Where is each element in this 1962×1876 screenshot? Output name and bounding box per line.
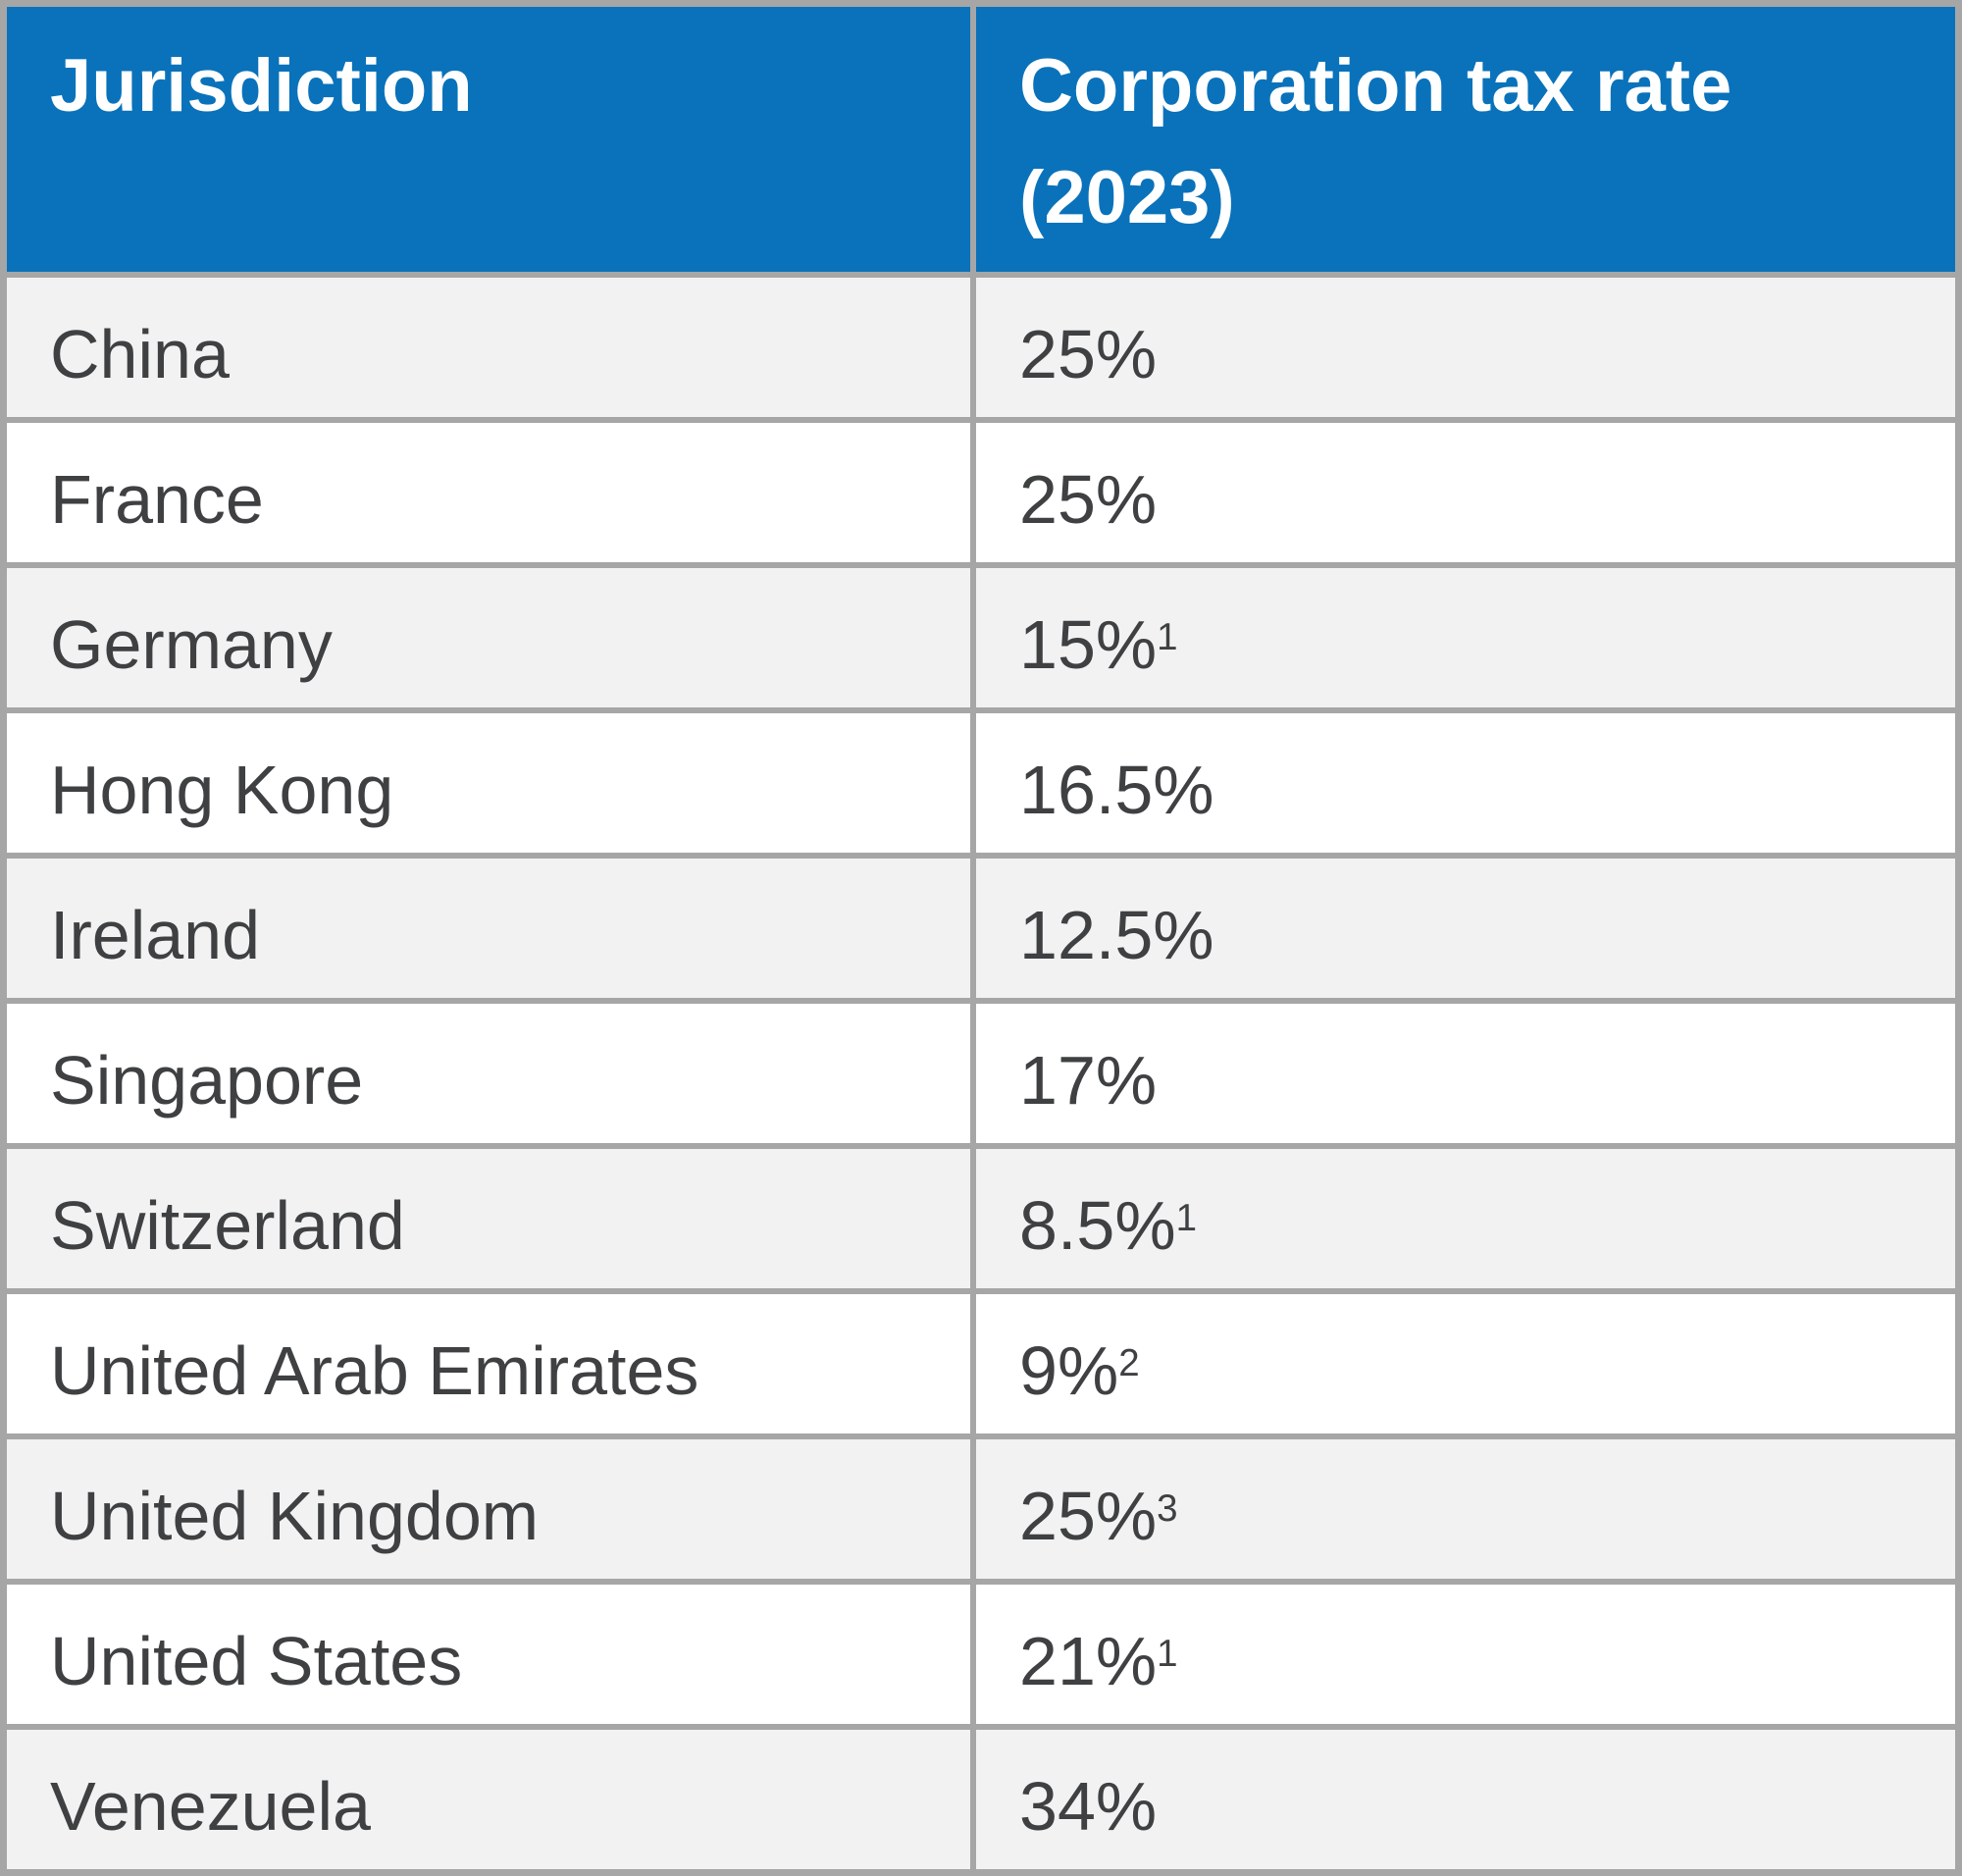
rate-value: 17% bbox=[1019, 1042, 1158, 1119]
table-header: Jurisdiction Corporation tax rate (2023) bbox=[0, 0, 1962, 278]
rate-footnote-marker: 1 bbox=[1175, 1196, 1197, 1239]
rate-value: 16.5% bbox=[1019, 752, 1214, 828]
rate-cell: 15%1 bbox=[970, 562, 1962, 713]
table-row: United Arab Emirates 9%2 bbox=[0, 1288, 1962, 1439]
jurisdiction-label: Hong Kong bbox=[50, 752, 394, 828]
table-row: Venezuela 34% bbox=[0, 1724, 1962, 1875]
table-row: Ireland 12.5% bbox=[0, 853, 1962, 1004]
rate-cell: 25% bbox=[970, 272, 1962, 423]
rate-value: 25% bbox=[1019, 461, 1158, 538]
rate-value: 34% bbox=[1019, 1767, 1158, 1845]
jurisdiction-label: United States bbox=[50, 1623, 463, 1699]
jurisdiction-cell: Switzerland bbox=[0, 1143, 977, 1294]
column-header-rate: Corporation tax rate (2023) bbox=[970, 0, 1962, 278]
jurisdiction-cell: Singapore bbox=[0, 998, 977, 1149]
rate-footnote-marker: 1 bbox=[1157, 615, 1178, 658]
rate-cell: 8.5%1 bbox=[970, 1143, 1962, 1294]
jurisdiction-label: Ireland bbox=[50, 897, 261, 973]
jurisdiction-label: China bbox=[50, 316, 230, 392]
jurisdiction-header-label: Jurisdiction bbox=[50, 44, 473, 128]
jurisdiction-cell: United Kingdom bbox=[0, 1433, 977, 1585]
table-row: Hong Kong 16.5% bbox=[0, 707, 1962, 859]
rate-cell: 9%2 bbox=[970, 1288, 1962, 1439]
table-row: France 25% bbox=[0, 417, 1962, 568]
rate-footnote-marker: 3 bbox=[1157, 1486, 1178, 1530]
jurisdiction-cell: Germany bbox=[0, 562, 977, 713]
rate-value: 12.5% bbox=[1019, 897, 1214, 973]
jurisdiction-label: United Arab Emirates bbox=[50, 1332, 699, 1409]
rate-cell: 16.5% bbox=[970, 707, 1962, 859]
rate-value: 21% bbox=[1019, 1623, 1158, 1699]
jurisdiction-cell: France bbox=[0, 417, 977, 568]
rate-value: 9% bbox=[1019, 1332, 1119, 1409]
table-body: China 25% France 25% Germany 15%1 Hong K… bbox=[0, 272, 1962, 1875]
header-row: Jurisdiction Corporation tax rate (2023) bbox=[0, 0, 1962, 278]
rate-header-label-line2: (2023) bbox=[1019, 156, 1235, 239]
rate-value: 15% bbox=[1019, 606, 1158, 683]
jurisdiction-cell: Ireland bbox=[0, 853, 977, 1004]
table-row: Switzerland 8.5%1 bbox=[0, 1143, 1962, 1294]
jurisdiction-cell: United Arab Emirates bbox=[0, 1288, 977, 1439]
jurisdiction-cell: Venezuela bbox=[0, 1724, 977, 1875]
table-row: United Kingdom 25%3 bbox=[0, 1433, 1962, 1585]
jurisdiction-label: Singapore bbox=[50, 1042, 364, 1119]
jurisdiction-label: United Kingdom bbox=[50, 1478, 540, 1554]
jurisdiction-cell: Hong Kong bbox=[0, 707, 977, 859]
rate-value: 8.5% bbox=[1019, 1187, 1176, 1264]
jurisdiction-label: Germany bbox=[50, 606, 333, 683]
rate-footnote-marker: 1 bbox=[1157, 1632, 1178, 1675]
rate-cell: 25%3 bbox=[970, 1433, 1962, 1585]
column-header-jurisdiction: Jurisdiction bbox=[0, 0, 977, 278]
rate-header-label-line1: Corporation tax rate bbox=[1019, 44, 1732, 128]
jurisdiction-label: Switzerland bbox=[50, 1187, 405, 1264]
rate-cell: 17% bbox=[970, 998, 1962, 1149]
jurisdiction-cell: United States bbox=[0, 1579, 977, 1730]
table-row: China 25% bbox=[0, 272, 1962, 423]
rate-value: 25% bbox=[1019, 1478, 1158, 1554]
rate-cell: 21%1 bbox=[970, 1579, 1962, 1730]
table-row: United States 21%1 bbox=[0, 1579, 1962, 1730]
jurisdiction-label: France bbox=[50, 461, 264, 538]
rate-cell: 34% bbox=[970, 1724, 1962, 1875]
table-row: Singapore 17% bbox=[0, 998, 1962, 1149]
table-row: Germany 15%1 bbox=[0, 562, 1962, 713]
rate-cell: 12.5% bbox=[970, 853, 1962, 1004]
rate-footnote-marker: 2 bbox=[1118, 1341, 1140, 1384]
jurisdiction-label: Venezuela bbox=[50, 1767, 371, 1845]
rate-value: 25% bbox=[1019, 316, 1158, 392]
rate-cell: 25% bbox=[970, 417, 1962, 568]
jurisdiction-cell: China bbox=[0, 272, 977, 423]
